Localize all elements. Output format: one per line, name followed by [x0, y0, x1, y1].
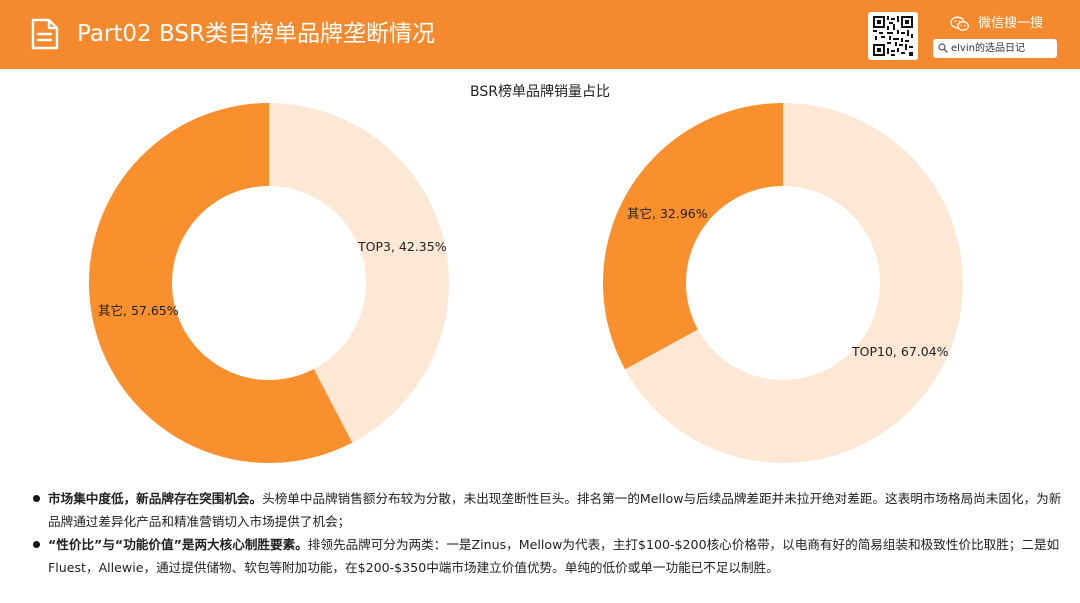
slice-label-top10: TOP10, 67.04%: [852, 344, 949, 359]
donut-slice-top3: [269, 103, 450, 443]
wechat-search-label: 微信搜一搜: [950, 14, 1043, 34]
chart-title: BSR榜单品牌销量占比: [470, 84, 610, 100]
bullet-text: 排领先品牌可分为两类：一是Zinus，Mellow为代表，主打$100-$200…: [48, 537, 1060, 575]
bullet-item: “性价比”与“功能价值”是两大核心制胜要素。排领先品牌可分为两类：一是Zinus…: [32, 533, 1062, 579]
search-box-text: elvin的选品日记: [951, 43, 1025, 54]
header-bar: Part02 BSR类目榜单品牌垄断情况: [0, 0, 1080, 69]
wechat-icon: [950, 16, 969, 31]
summary-bullets: 市场集中度低，新品牌存在突围机会。头榜单中品牌销售额分布较为分散，未出现垄断性巨…: [32, 487, 1062, 579]
document-icon: [31, 18, 59, 50]
slice-label-others-2: 其它, 32.96%: [627, 206, 708, 221]
bullet-dot: [33, 541, 40, 548]
donut-slice-others: [89, 103, 353, 463]
slice-label-others-1: 其它, 57.65%: [98, 303, 179, 318]
donut-slice-top10: [625, 103, 963, 463]
qr-code: [868, 12, 918, 60]
search-box[interactable]: elvin的选品日记: [933, 39, 1057, 58]
search-icon: [938, 43, 948, 53]
bullet-lead: “性价比”与“功能价值”是两大核心制胜要素。: [48, 537, 308, 552]
bullet-lead: 市场集中度低，新品牌存在突围机会。: [48, 491, 263, 506]
bullet-text: 头榜单中品牌销售额分布较为分散，未出现垄断性巨头。排名第一的Mellow与后续品…: [48, 491, 1062, 529]
donut-slice-others: [602, 103, 783, 370]
page-title: Part02 BSR类目榜单品牌垄断情况: [77, 21, 435, 47]
bullet-item: 市场集中度低，新品牌存在突围机会。头榜单中品牌销售额分布较为分散，未出现垄断性巨…: [32, 487, 1062, 533]
donut-chart-top10: [602, 103, 963, 463]
qr-code-icon: [873, 16, 913, 56]
bullet-dot: [33, 495, 40, 502]
slice-label-top3: TOP3, 42.35%: [358, 239, 447, 254]
donut-chart-top3: [89, 103, 450, 463]
wechat-search-text: 微信搜一搜: [978, 16, 1044, 31]
